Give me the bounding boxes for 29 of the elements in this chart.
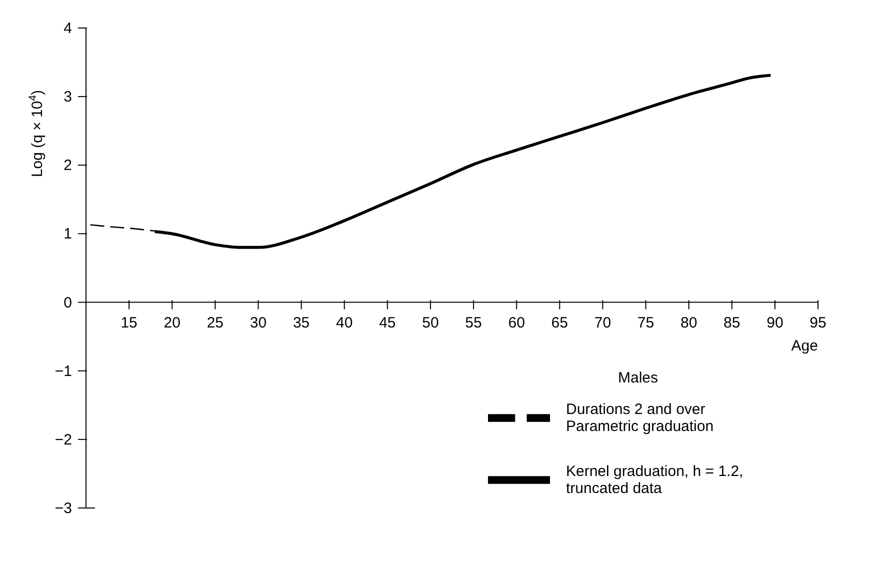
x-tick-label: 80	[680, 314, 698, 332]
x-tick-label: 20	[164, 314, 180, 332]
y-tick-label: 2	[64, 157, 72, 174]
x-tick-label: 60	[508, 314, 525, 332]
y-tick-label: 0	[64, 294, 72, 312]
x-axis-title: Age	[791, 337, 818, 354]
x-tick-label: 75	[637, 314, 654, 332]
x-tick-label: 85	[724, 314, 740, 332]
x-tick-label: 90	[766, 314, 784, 332]
y-tick-label: −1	[54, 362, 72, 380]
x-tick-label: 30	[250, 314, 267, 332]
x-tick-label: 50	[422, 314, 439, 332]
y-tick-label: 1	[64, 226, 72, 243]
legend-label: Durations 2 and over Parametric graduation	[566, 401, 715, 436]
y-tick-label: 3	[64, 88, 72, 106]
x-tick-label: 35	[292, 314, 310, 332]
x-tick-label: 70	[594, 314, 612, 332]
x-tick-label: 15	[120, 314, 138, 332]
x-tick-label: 25	[206, 314, 224, 332]
y-tick-label: 4	[64, 20, 72, 37]
x-tick-label: 40	[336, 314, 353, 332]
x-tick-label: 65	[551, 314, 568, 332]
x-tick-label: 95	[810, 314, 826, 332]
legend-title: Males	[618, 369, 658, 386]
legend-label: Kernel graduation, h = 1.2, truncated data	[566, 463, 744, 498]
x-tick-label: 45	[379, 314, 396, 332]
y-tick-label: −2	[54, 431, 72, 448]
y-tick-label: −3	[54, 500, 72, 517]
x-tick-label: 55	[465, 314, 482, 332]
